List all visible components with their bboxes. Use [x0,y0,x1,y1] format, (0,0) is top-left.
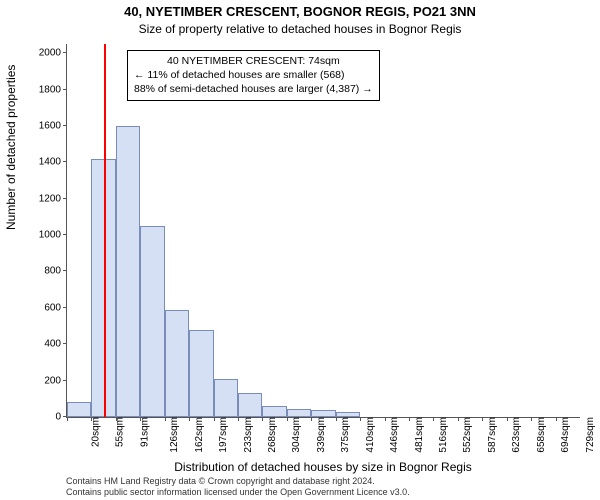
histogram-bar [287,409,311,417]
x-tick-label: 339sqm [312,417,327,453]
histogram-bar [116,126,140,417]
y-tick-mark [63,52,67,53]
y-tick-label: 1200 [39,193,67,204]
x-tick-mark [531,417,532,421]
x-tick-label: 268sqm [263,417,278,453]
x-tick-label: 552sqm [459,417,474,453]
histogram-bar [311,410,335,417]
histogram-bar [140,226,164,417]
footer-line: Contains public sector information licen… [66,487,580,498]
x-tick-mark [287,417,288,421]
x-tick-label: 694sqm [556,417,571,453]
y-tick-label: 1400 [39,157,67,168]
x-tick-label: 304sqm [288,417,303,453]
plot-area: 40 NYETIMBER CRESCENT: 74sqm ← 11% of de… [66,44,580,418]
y-tick-label: 200 [44,375,67,386]
chart-container: 40, NYETIMBER CRESCENT, BOGNOR REGIS, PO… [0,0,600,500]
x-tick-label: 20sqm [87,417,102,447]
x-axis-label: Distribution of detached houses by size … [66,460,580,474]
x-tick-label: 481sqm [410,417,425,453]
chart-title: 40, NYETIMBER CRESCENT, BOGNOR REGIS, PO… [0,4,600,19]
y-tick-label: 400 [44,339,67,350]
x-tick-mark [262,417,263,421]
x-tick-label: 162sqm [190,417,205,453]
annotation-line: 40 NYETIMBER CRESCENT: 74sqm [134,54,373,68]
footer-text: Contains HM Land Registry data © Crown c… [66,476,580,498]
y-tick-label: 2000 [39,48,67,59]
histogram-bar [214,379,238,417]
x-tick-mark [507,417,508,421]
x-tick-label: 623sqm [507,417,522,453]
x-tick-mark [67,417,68,421]
x-tick-label: 410sqm [361,417,376,453]
y-tick-mark [63,161,67,162]
x-tick-label: 375sqm [336,417,351,453]
x-tick-mark [165,417,166,421]
y-tick-mark [63,89,67,90]
histogram-bar [67,402,91,417]
y-tick-label: 600 [44,302,67,313]
y-tick-label: 800 [44,266,67,277]
y-tick-mark [63,307,67,308]
x-tick-mark [458,417,459,421]
x-tick-mark [433,417,434,421]
y-tick-mark [63,125,67,126]
y-tick-mark [63,343,67,344]
histogram-bar [262,406,286,417]
x-tick-mark [336,417,337,421]
histogram-bar [336,412,360,417]
x-tick-label: 587sqm [483,417,498,453]
annotation-box: 40 NYETIMBER CRESCENT: 74sqm ← 11% of de… [127,50,380,101]
x-tick-label: 516sqm [434,417,449,453]
x-tick-label: 658sqm [532,417,547,453]
y-axis-label: Number of detached properties [4,65,18,230]
annotation-line: ← 11% of detached houses are smaller (56… [134,68,373,82]
x-tick-mark [238,417,239,421]
annotation-line: 88% of semi-detached houses are larger (… [134,82,373,96]
x-tick-label: 126sqm [165,417,180,453]
x-tick-mark [311,417,312,421]
x-tick-label: 729sqm [581,417,596,453]
y-tick-mark [63,234,67,235]
x-tick-label: 446sqm [385,417,400,453]
x-tick-mark [189,417,190,421]
x-tick-label: 197sqm [214,417,229,453]
histogram-bar [189,330,213,417]
x-tick-mark [360,417,361,421]
x-tick-label: 233sqm [239,417,254,453]
x-tick-mark [385,417,386,421]
x-tick-mark [214,417,215,421]
y-tick-mark [63,270,67,271]
chart-subtitle: Size of property relative to detached ho… [0,22,600,36]
y-tick-mark [63,198,67,199]
x-tick-mark [409,417,410,421]
histogram-bar [165,310,189,417]
y-tick-label: 1000 [39,230,67,241]
x-tick-label: 55sqm [111,417,126,447]
x-tick-label: 91sqm [135,417,150,447]
x-tick-mark [116,417,117,421]
y-tick-mark [63,380,67,381]
y-tick-label: 1600 [39,120,67,131]
x-tick-mark [556,417,557,421]
y-tick-label: 0 [55,412,67,423]
x-tick-mark [482,417,483,421]
x-tick-mark [140,417,141,421]
histogram-bar [238,393,262,417]
x-tick-mark [91,417,92,421]
footer-line: Contains HM Land Registry data © Crown c… [66,476,580,487]
y-tick-label: 1800 [39,84,67,95]
property-marker-line [104,44,106,417]
